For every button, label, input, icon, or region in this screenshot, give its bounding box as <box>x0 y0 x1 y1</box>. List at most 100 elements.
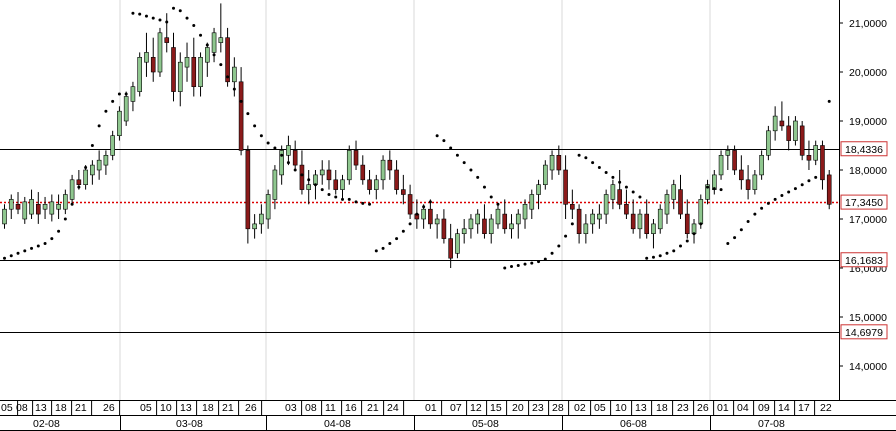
sar-point <box>199 33 203 37</box>
sar-point <box>172 6 175 10</box>
sar-point <box>733 236 737 240</box>
date-day-label: 22 <box>820 402 832 414</box>
sar-point <box>401 229 405 233</box>
sar-point <box>699 222 703 226</box>
date-day-label: 26 <box>245 402 257 414</box>
sar-point <box>503 266 507 270</box>
sar-point <box>435 134 439 138</box>
candle-body <box>22 201 28 220</box>
sar-point <box>597 166 601 170</box>
candle-body <box>644 213 650 235</box>
sar-point <box>212 53 216 57</box>
date-day-label: 12 <box>470 402 482 414</box>
level-label-text: 18,4336 <box>845 144 883 156</box>
price-tick-label: 18,0000 <box>849 165 887 177</box>
date-day-label: 13 <box>635 402 647 414</box>
sar-point <box>530 261 534 265</box>
level-label-box <box>840 141 888 157</box>
date-day-label: 05 <box>1 402 13 414</box>
candle-body <box>117 110 122 136</box>
candle-body <box>259 213 264 225</box>
date-axis: 05 08 13 18 21 26 05 10 13 18 21 26 03 08 11 16 21 24 01 07… <box>1 401 832 430</box>
candle-body <box>779 120 785 127</box>
sar-point <box>50 237 54 241</box>
sar-point <box>408 222 412 226</box>
candle-body <box>826 174 832 205</box>
price-tick-label: 17,0000 <box>849 214 887 226</box>
sar-point <box>178 9 182 13</box>
candle-body <box>205 47 210 63</box>
sar-point <box>192 23 196 27</box>
sar-point <box>638 195 642 199</box>
date-day-label: 05 <box>594 402 606 414</box>
level-label-text: 14,6979 <box>845 327 883 339</box>
candle-body <box>725 150 731 156</box>
date-day-label: 08 <box>16 402 28 414</box>
candle-body <box>110 135 115 156</box>
sar-point <box>9 254 13 258</box>
sar-point <box>347 197 351 201</box>
date-day-label: 04 <box>737 402 749 414</box>
sar-point <box>550 251 554 255</box>
candle-body <box>570 204 575 210</box>
sar-point <box>313 183 317 187</box>
date-day-label: 20 <box>512 402 524 414</box>
candle-body <box>509 223 514 230</box>
sar-point <box>117 92 121 96</box>
date-day-label: 05 <box>140 402 152 414</box>
candle-body <box>279 150 284 176</box>
candle-body <box>576 208 582 234</box>
price-tick-label: 14,0000 <box>849 361 887 373</box>
sar-point <box>307 178 311 182</box>
date-day-label: 28 <box>552 402 564 414</box>
sar-point <box>793 187 797 191</box>
candle-body <box>265 194 271 220</box>
sar-point <box>442 139 446 143</box>
sar-point <box>537 260 541 264</box>
date-day-label: 21 <box>222 402 234 414</box>
candle-body <box>603 194 609 215</box>
sar-point <box>3 256 6 260</box>
candle-body <box>617 189 622 205</box>
sar-point <box>30 246 34 250</box>
sar-point <box>185 16 189 20</box>
candle-body <box>299 164 305 190</box>
candle-body <box>367 179 372 190</box>
date-day-label: 01 <box>425 402 437 414</box>
horizontal-level-lines <box>0 149 839 333</box>
candle-body <box>157 32 163 73</box>
date-day-label: 01 <box>717 402 729 414</box>
candle-body <box>63 194 68 210</box>
sar-point <box>36 244 40 248</box>
sar-point <box>469 168 473 172</box>
level-label-box <box>840 252 888 268</box>
candle-body <box>130 86 136 102</box>
sar-point <box>679 244 682 248</box>
candle-body <box>718 155 724 176</box>
sar-point <box>564 234 568 238</box>
date-day-label: 21 <box>367 402 379 414</box>
sar-point <box>205 43 209 47</box>
sar-point <box>422 205 426 209</box>
date-day-label: 18 <box>202 402 214 414</box>
date-day-label: 07 <box>450 402 462 414</box>
candle-body <box>15 204 21 210</box>
level-label-box <box>840 194 888 210</box>
candle-body <box>556 155 562 171</box>
candle-body <box>8 199 14 210</box>
sar-point <box>516 264 520 268</box>
candle-body <box>198 56 203 87</box>
candle-body <box>340 179 345 190</box>
sar-point <box>361 201 365 205</box>
candle-body <box>475 213 481 225</box>
sar-point <box>381 246 385 250</box>
sar-point <box>496 202 500 206</box>
candle-body <box>772 115 778 132</box>
sar-point <box>624 185 628 189</box>
candle-body <box>360 164 366 181</box>
candle-body <box>522 204 528 220</box>
sar-point <box>814 175 818 179</box>
candle-body <box>651 223 656 234</box>
price-tick-label: 20,0000 <box>849 67 887 79</box>
sar-point <box>780 193 784 197</box>
